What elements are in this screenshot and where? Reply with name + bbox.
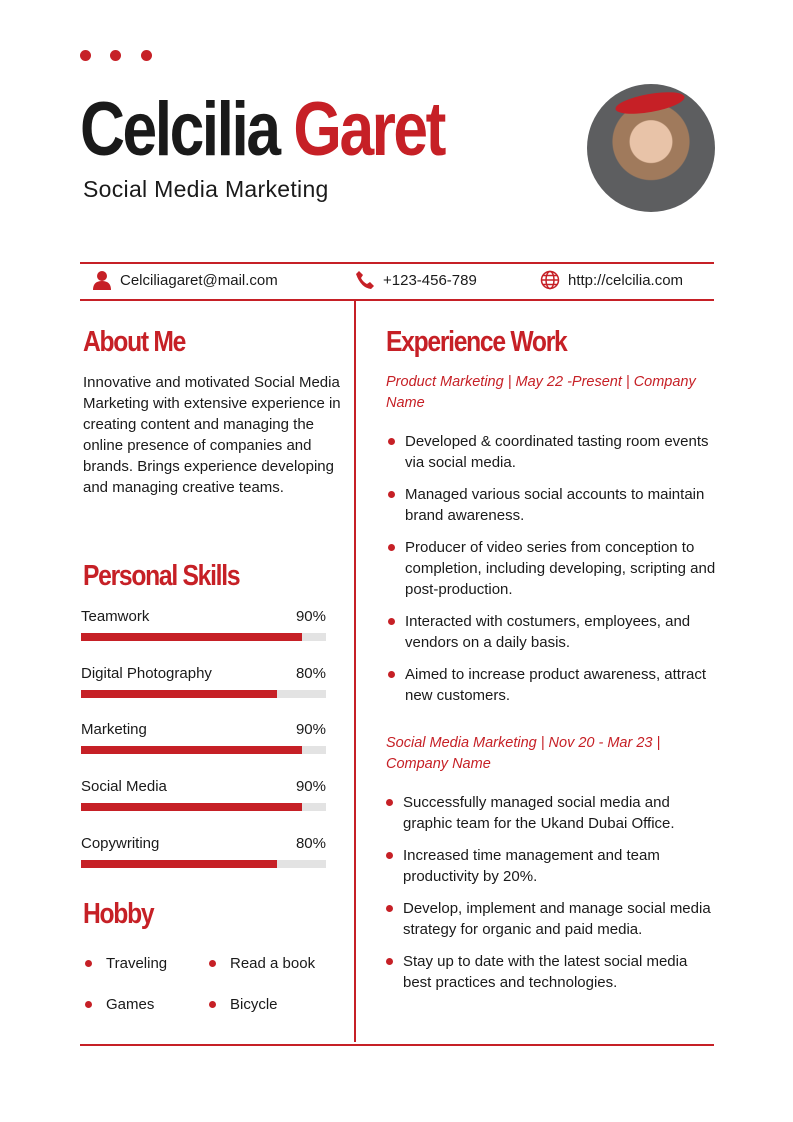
skill-bar (81, 803, 326, 812)
job-bullet: Successfully managed social media and gr… (386, 792, 716, 834)
bullet-icon (209, 960, 216, 967)
full-name: Celcilia Garet (80, 92, 446, 168)
job-entry: Social Media Marketing | Nov 20 - Mar 23… (386, 733, 716, 1004)
job-bullet: Managed various social accounts to maint… (388, 484, 716, 526)
bullet-icon (386, 799, 393, 806)
job-bullet: Increased time management and team produ… (386, 845, 716, 887)
skill-percent: 80% (295, 664, 326, 682)
skill-percent: 90% (295, 721, 326, 739)
skill-bar (81, 859, 326, 868)
job-bullet: Develop, implement and manage social med… (386, 898, 716, 940)
globe-icon (540, 270, 560, 290)
person-icon (93, 271, 111, 290)
bullet-text: Aimed to increase product awareness, att… (405, 666, 706, 704)
skill-item: Copywriting 80% (81, 835, 326, 868)
website-text[interactable]: http://celcilia.com (568, 271, 684, 289)
job-bullet: Developed & coordinated tasting room eve… (388, 431, 716, 473)
bullet-icon (388, 544, 395, 551)
hobby-item: Read a book (209, 955, 315, 972)
hobby-item: Games (85, 996, 154, 1013)
hobby-label: Traveling (106, 955, 168, 972)
phone-icon (356, 271, 374, 289)
job-bullet: Stay up to date with the latest social m… (386, 951, 716, 993)
bullet-icon (388, 491, 395, 498)
contact-website: http://celcilia.com (540, 270, 683, 290)
contact-phone: +123-456-789 (355, 270, 477, 290)
job-bullet: Aimed to increase product awareness, att… (388, 664, 716, 706)
skill-percent: 80% (295, 834, 326, 852)
divider (80, 1044, 714, 1046)
contact-email: Celciliagaret@mail.com (92, 270, 278, 290)
bullet-icon (386, 905, 393, 912)
bullet-icon (85, 960, 92, 967)
email-text[interactable]: Celciliagaret@mail.com (120, 271, 278, 289)
first-name: Celcilia (80, 87, 281, 172)
skill-bar-fill (81, 633, 302, 641)
bullet-icon (388, 671, 395, 678)
skill-bar-fill (81, 689, 277, 698)
bullet-text: Stay up to date with the latest social m… (403, 953, 688, 991)
skill-bar (81, 689, 326, 698)
skill-item: Teamwork 90% (81, 608, 326, 641)
bullet-icon (85, 1001, 92, 1008)
profile-photo (587, 84, 715, 212)
job-bullet: Interacted with costumers, employees, an… (388, 611, 716, 653)
job-title: Product Marketing | May 22 -Present | Co… (386, 374, 696, 411)
experience-heading: Experience Work (386, 326, 568, 358)
skill-bar-fill (81, 746, 302, 755)
skill-bar (81, 746, 326, 755)
skill-percent: 90% (295, 608, 326, 625)
hobby-label: Bicycle (230, 996, 278, 1013)
about-text: Innovative and motivated Social Media Ma… (83, 374, 341, 496)
about-heading: About Me (83, 326, 186, 358)
skill-item: Social Media 90% (81, 778, 326, 812)
decor-dot (110, 50, 121, 61)
skills-heading: Personal Skills (83, 560, 241, 592)
decor-dot (80, 50, 91, 61)
bullet-text: Managed various social accounts to maint… (405, 486, 705, 524)
skill-name: Copywriting (81, 834, 160, 852)
skill-item: Digital Photography 80% (81, 665, 326, 698)
decor-dot (141, 50, 152, 61)
bullet-text: Developed & coordinated tasting room eve… (405, 433, 709, 471)
skill-name: Social Media (81, 778, 167, 796)
divider (80, 262, 714, 264)
column-divider (354, 300, 356, 1042)
skill-name: Teamwork (81, 608, 150, 625)
bullet-text: Increased time management and team produ… (403, 847, 660, 885)
bullet-text: Interacted with costumers, employees, an… (405, 613, 691, 651)
bullet-text: Develop, implement and manage social med… (403, 900, 711, 938)
bullet-text: Producer of video series from conception… (405, 539, 716, 598)
hobby-item: Traveling (85, 955, 167, 972)
bullet-text: Successfully managed social media and gr… (403, 794, 675, 832)
bullet-icon (209, 1001, 216, 1008)
divider (80, 299, 714, 301)
hobby-item: Bicycle (209, 996, 278, 1013)
bullet-icon (388, 438, 395, 445)
skill-bar (81, 633, 326, 641)
skill-percent: 90% (295, 778, 326, 796)
skill-name: Marketing (81, 721, 147, 739)
skill-bar-fill (81, 859, 277, 868)
bullet-icon (388, 618, 395, 625)
bullet-icon (386, 958, 393, 965)
skill-bar-fill (81, 803, 302, 812)
last-name: Garet (293, 87, 446, 172)
hobby-label: Read a book (230, 955, 316, 972)
skill-item: Marketing 90% (81, 721, 326, 755)
job-title: Social Media Marketing | Nov 20 - Mar 23… (386, 735, 661, 772)
hobby-label: Games (106, 996, 155, 1013)
job-bullet: Producer of video series from conception… (388, 537, 716, 600)
skill-name: Digital Photography (81, 664, 212, 682)
hobby-heading: Hobby (83, 898, 155, 930)
phone-text[interactable]: +123-456-789 (383, 271, 477, 289)
bullet-icon (386, 852, 393, 859)
job-entry: Product Marketing | May 22 -Present | Co… (386, 372, 716, 717)
job-title: Social Media Marketing (83, 176, 329, 202)
